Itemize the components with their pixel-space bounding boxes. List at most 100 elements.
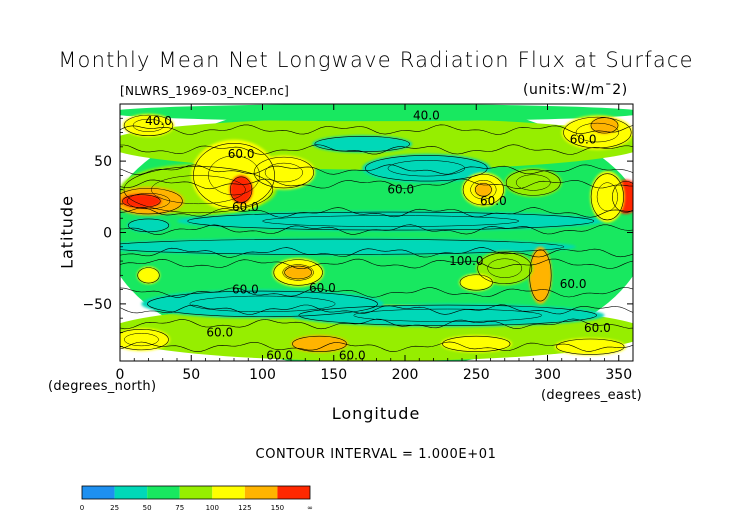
contour-label: 60.0 bbox=[309, 281, 336, 295]
contour-label: 40.0 bbox=[145, 114, 172, 128]
contour-line bbox=[120, 178, 633, 190]
contour-line bbox=[470, 179, 497, 200]
contour-line bbox=[575, 122, 619, 143]
contour-line bbox=[529, 249, 552, 302]
heatmap-region bbox=[554, 338, 626, 356]
heatmap-region bbox=[590, 171, 625, 223]
colorbar-swatch bbox=[114, 486, 148, 499]
colorbar-swatch bbox=[277, 486, 310, 499]
heatmap-region bbox=[127, 218, 170, 233]
colorbar-label: 0 bbox=[80, 504, 84, 512]
contour-line bbox=[137, 267, 160, 284]
contour-line bbox=[273, 259, 323, 286]
contour-label: 60.0 bbox=[232, 200, 259, 214]
contour-line bbox=[120, 304, 633, 315]
contour-line bbox=[298, 304, 597, 326]
heatmap-region bbox=[122, 113, 175, 137]
contour-line bbox=[127, 218, 170, 233]
contour-line bbox=[120, 287, 633, 298]
colorbar-label: 25 bbox=[110, 504, 119, 512]
colorbar-frame bbox=[81, 485, 311, 500]
contour-label: 60.0 bbox=[232, 283, 259, 297]
contour-line bbox=[120, 224, 633, 235]
contour-labels: 40.0 40.0 60.0 60.0 60.0 60.0 60.0 100.0 60.0 60.… bbox=[145, 108, 611, 362]
contour-label: 100.0 bbox=[449, 254, 483, 268]
contour-line bbox=[123, 114, 174, 136]
contour-line bbox=[229, 176, 253, 203]
contour-line bbox=[208, 155, 260, 196]
colorbar-label: 75 bbox=[175, 504, 184, 512]
colorbar-label: 100 bbox=[206, 504, 219, 512]
contour-line bbox=[477, 252, 533, 284]
contour-line bbox=[120, 124, 633, 135]
contour-line bbox=[193, 142, 275, 208]
contour-label: 60.0 bbox=[228, 147, 255, 161]
contour-line bbox=[515, 174, 551, 191]
contour-line bbox=[563, 116, 632, 149]
colorbar-swatch bbox=[179, 486, 213, 499]
heatmap-region bbox=[120, 238, 576, 256]
contour-line bbox=[596, 182, 618, 212]
colorbar-label: 125 bbox=[238, 504, 251, 512]
contour-line bbox=[556, 338, 625, 355]
contour-label: 60.0 bbox=[387, 183, 414, 197]
contour-line bbox=[120, 207, 633, 218]
x-tick-label: 0 bbox=[116, 367, 125, 383]
axis-ticks: 0 50 100 150 200 250 300 350 50 0 −50 bbox=[82, 104, 633, 383]
colorbar-label: 50 bbox=[143, 504, 152, 512]
heatmap-region bbox=[229, 175, 253, 204]
x-tick-label: 350 bbox=[605, 367, 632, 383]
contour-line bbox=[462, 173, 504, 206]
contour-line bbox=[189, 295, 336, 312]
y-tick-label: 50 bbox=[94, 154, 112, 170]
contour-line bbox=[292, 335, 347, 352]
chart-title: Monthly Mean Net Longwave Radiation Flux… bbox=[58, 48, 694, 72]
colorbar-label: 150 bbox=[271, 504, 284, 512]
heatmap-region bbox=[137, 266, 160, 284]
contour-line bbox=[120, 247, 633, 258]
contour-line bbox=[120, 318, 633, 330]
heatmap-region bbox=[590, 116, 619, 134]
contour-line bbox=[284, 265, 312, 280]
contour-line bbox=[147, 290, 378, 318]
heatmap-region bbox=[504, 168, 562, 197]
x-axis-label: Longitude bbox=[331, 404, 421, 423]
heatmap-fill bbox=[120, 104, 633, 361]
contour-line bbox=[442, 335, 511, 352]
contour-line bbox=[120, 144, 633, 155]
heatmap-region bbox=[121, 193, 162, 209]
units-label: (units:W/m¯2) bbox=[523, 82, 628, 98]
x-tick-label: 250 bbox=[463, 367, 490, 383]
colorbar-label: ∞ bbox=[307, 504, 313, 512]
heatmap-region bbox=[177, 211, 605, 232]
contour-line bbox=[262, 215, 520, 227]
contour-line bbox=[120, 341, 633, 353]
x-tick-label: 50 bbox=[182, 367, 200, 383]
contour-line bbox=[612, 181, 633, 213]
y-tick-label: −50 bbox=[82, 297, 112, 313]
contour-line bbox=[120, 238, 565, 255]
contour-label: 60.0 bbox=[266, 348, 293, 362]
heatmap-region bbox=[528, 246, 552, 304]
contour-line bbox=[487, 258, 523, 278]
contour-lines bbox=[120, 114, 633, 355]
contour-label: 60.0 bbox=[570, 133, 597, 147]
file-label: [NLWRS_1969-03_NCEP.nc] bbox=[120, 84, 290, 98]
colorbar-swatch bbox=[147, 486, 180, 499]
contour-label: 60.0 bbox=[339, 348, 366, 362]
x-unit-note: (degrees_east) bbox=[541, 388, 643, 403]
contour-line bbox=[151, 175, 246, 205]
contour-line bbox=[123, 166, 274, 214]
heatmap-region bbox=[120, 328, 170, 352]
colorbar-swatch bbox=[212, 486, 245, 499]
colorbar-swatch bbox=[244, 486, 278, 499]
y-tick-label: 0 bbox=[103, 226, 112, 242]
heatmap-region bbox=[312, 135, 413, 153]
colorbar: 0 25 50 75 100 125 150 ∞ bbox=[80, 485, 313, 512]
contour-line bbox=[264, 162, 303, 183]
heatmap-region bbox=[291, 335, 348, 353]
contour-label: 60.0 bbox=[480, 194, 507, 208]
heatmap-region bbox=[474, 182, 492, 197]
contour-line bbox=[459, 274, 493, 291]
